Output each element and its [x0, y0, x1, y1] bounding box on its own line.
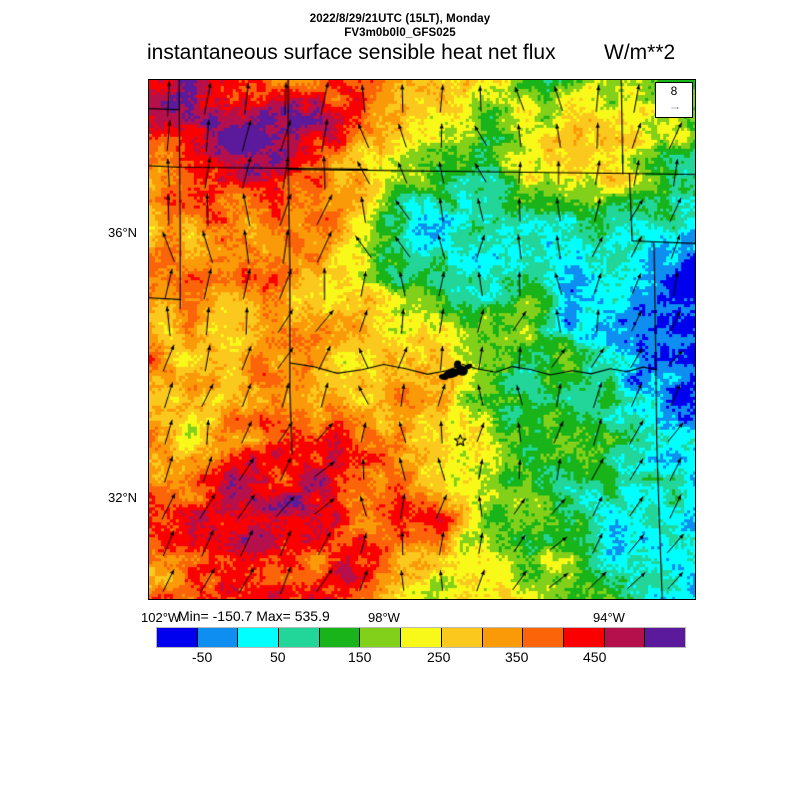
- arrow-right-icon: [671, 107, 679, 109]
- colorbar-tick--50: -50: [192, 649, 213, 665]
- colorbar-tick-50: 50: [270, 649, 286, 665]
- units-label: W/m**2: [604, 41, 676, 64]
- colorbar-band-0: [157, 628, 198, 647]
- colorbar-tick-350: 350: [505, 649, 529, 665]
- lat-tick-36n: 36°N: [108, 225, 138, 240]
- model-title: FV3m0b0l0_GFS025: [344, 27, 456, 39]
- lon-tick-98w: 98°W: [368, 610, 400, 625]
- colorbar-band-10: [563, 628, 605, 647]
- colorbar-tick-450: 450: [583, 649, 607, 665]
- colorbar-band-1: [197, 628, 239, 647]
- minmax-label: Min= -150.7 Max= 535.9: [178, 608, 330, 624]
- colorbar-band-12: [645, 628, 685, 647]
- wind-vector-key: 8: [655, 82, 693, 118]
- colorbar-tick-150: 150: [348, 649, 372, 665]
- colorbar-band-9: [523, 628, 564, 647]
- colorbar-band-4: [319, 628, 361, 647]
- lon-tick-94w: 94°W: [593, 610, 625, 625]
- colorbar-band-11: [604, 628, 646, 647]
- wind-key-value: 8: [670, 84, 678, 98]
- timestamp-title: 2022/8/29/21UTC (15LT), Monday: [309, 13, 491, 25]
- colorbar-tick-250: 250: [427, 649, 451, 665]
- colorbar-band-6: [401, 628, 442, 647]
- lon-tick-102w: 102°W: [141, 610, 181, 625]
- lat-tick-32n: 32°N: [108, 490, 138, 505]
- colorbar-band-2: [238, 628, 280, 647]
- colorbar-band-5: [360, 628, 402, 647]
- heatmap-canvas: [149, 80, 695, 599]
- colorbar-band-3: [279, 628, 320, 647]
- page-title: instantaneous surface sensible heat net …: [147, 41, 556, 64]
- map-plot-area[interactable]: 8: [148, 79, 696, 600]
- colorbar[interactable]: [156, 627, 686, 648]
- colorbar-band-8: [482, 628, 524, 647]
- colorbar-band-7: [441, 628, 483, 647]
